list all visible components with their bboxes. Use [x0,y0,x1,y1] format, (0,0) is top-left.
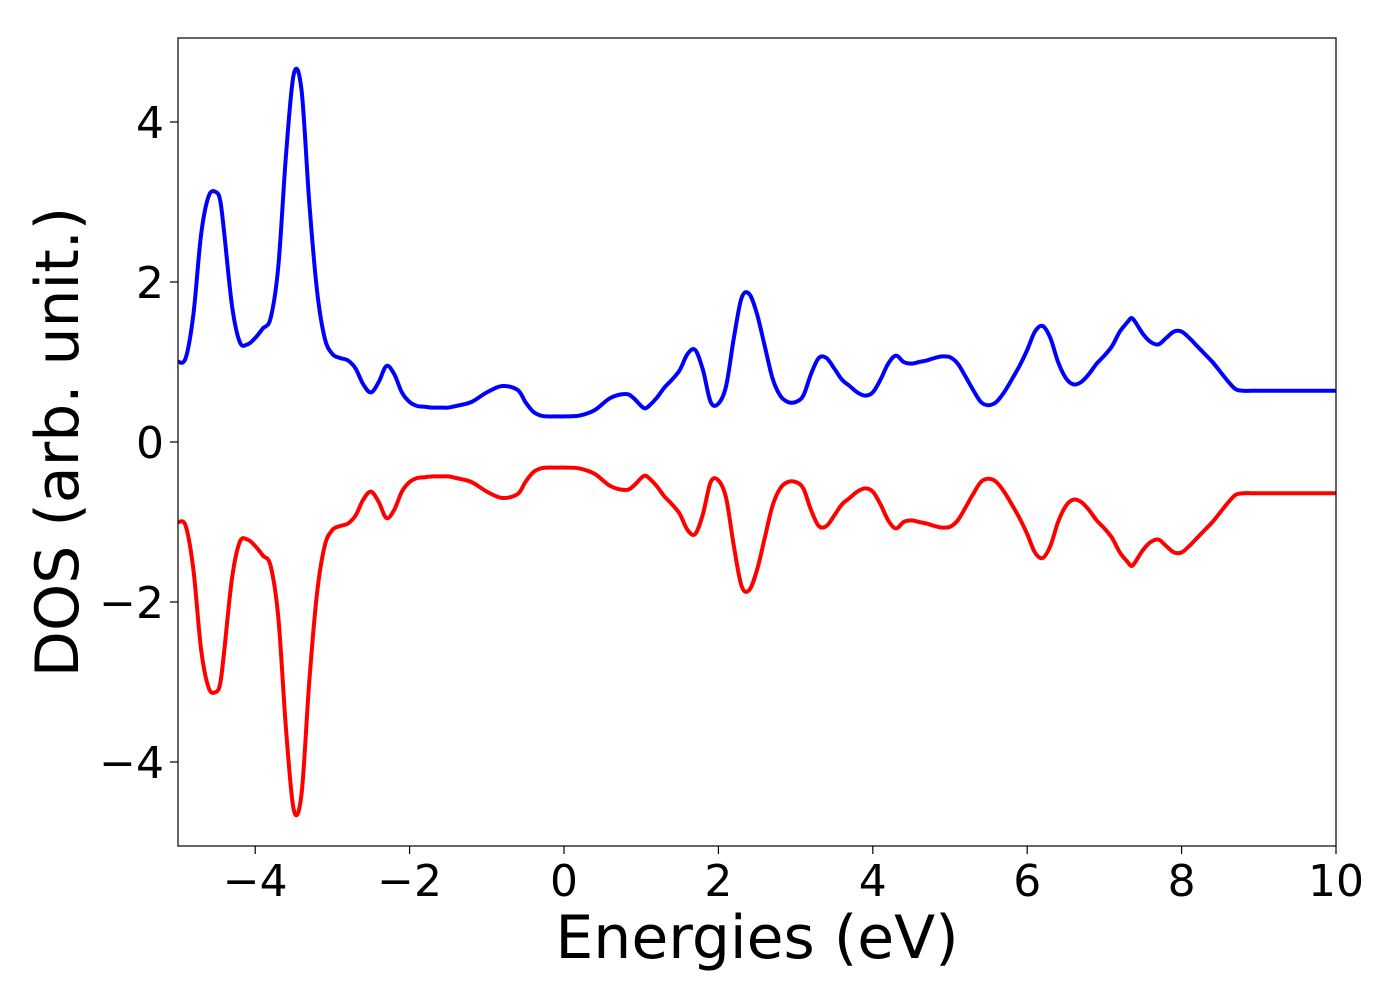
series-line-red [177,465,1336,818]
x-tick-label: 6 [1013,856,1041,907]
y-tick-label: 4 [136,98,164,149]
x-tick-label: −4 [223,856,288,907]
plot-area [178,38,1336,846]
y-tick-label: −2 [99,578,164,629]
x-tick-label: 4 [859,856,887,907]
x-tick-label: 0 [550,856,578,907]
y-axis: −4 −2 0 2 4 [99,98,178,789]
series-layer [177,66,1336,818]
y-tick-label: −4 [99,738,164,789]
x-tick-label: 10 [1308,856,1364,907]
y-tick-label: 0 [136,418,164,469]
series-line-blue [177,66,1336,419]
x-axis: −4 −2 0 2 4 6 8 10 [223,846,1364,907]
x-tick-label: 8 [1168,856,1196,907]
x-tick-label: 2 [704,856,732,907]
y-axis-label: DOS (arb. unit.) [23,207,93,677]
x-tick-label: −2 [377,856,442,907]
x-axis-label: Energies (eV) [555,903,958,973]
y-tick-label: 2 [136,258,164,309]
